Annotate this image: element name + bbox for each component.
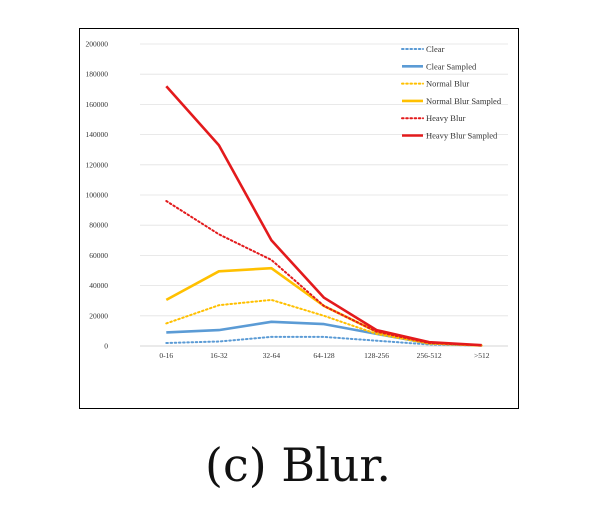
x-tick-label-512: >512 [474, 351, 490, 360]
series-lines [166, 86, 481, 345]
x-tick-label-256-512: 256-512 [417, 351, 442, 360]
y-tick-label-40000: 40000 [89, 281, 108, 290]
line-chart: 0 20000 40000 60000 80000 100000 120000 140000 1… [80, 29, 520, 410]
legend-label-heavy-blur-sampled: Heavy Blur Sampled [426, 131, 498, 141]
y-tick-label-20000: 20000 [89, 311, 108, 320]
x-tick-label-128-256: 128-256 [364, 351, 389, 360]
gridlines [140, 44, 508, 346]
legend-label-heavy-blur: Heavy Blur [426, 113, 466, 123]
x-axis-ticks: 0-16 16-32 32-64 64-128 128-256 256-512 >512 [159, 351, 489, 360]
y-tick-label-0: 0 [104, 342, 108, 351]
y-tick-label-60000: 60000 [89, 251, 108, 260]
x-tick-label-16-32: 16-32 [210, 351, 228, 360]
y-tick-label-160000: 160000 [86, 100, 109, 109]
figure-caption: (c) Blur. [0, 438, 596, 492]
legend-label-normal-blur: Normal Blur [426, 79, 469, 89]
x-tick-label-0-16: 0-16 [159, 351, 173, 360]
chart-frame: 0 20000 40000 60000 80000 100000 120000 140000 1… [79, 28, 519, 409]
y-tick-label-100000: 100000 [86, 191, 109, 200]
legend-label-clear-sampled: Clear Sampled [426, 61, 477, 71]
y-tick-label-200000: 200000 [86, 40, 109, 49]
legend-label-normal-blur-sampled: Normal Blur Sampled [426, 96, 502, 106]
y-tick-label-180000: 180000 [86, 70, 109, 79]
y-tick-label-120000: 120000 [86, 160, 109, 169]
y-axis-ticks: 0 20000 40000 60000 80000 100000 120000 140000 1… [86, 40, 109, 351]
legend-label-clear: Clear [426, 44, 445, 54]
x-tick-label-32-64: 32-64 [263, 351, 281, 360]
y-tick-label-140000: 140000 [86, 130, 109, 139]
y-tick-label-80000: 80000 [89, 221, 108, 230]
x-tick-label-64-128: 64-128 [313, 351, 334, 360]
legend: Clear Clear Sampled Normal Blur Normal Blur… [402, 44, 502, 141]
